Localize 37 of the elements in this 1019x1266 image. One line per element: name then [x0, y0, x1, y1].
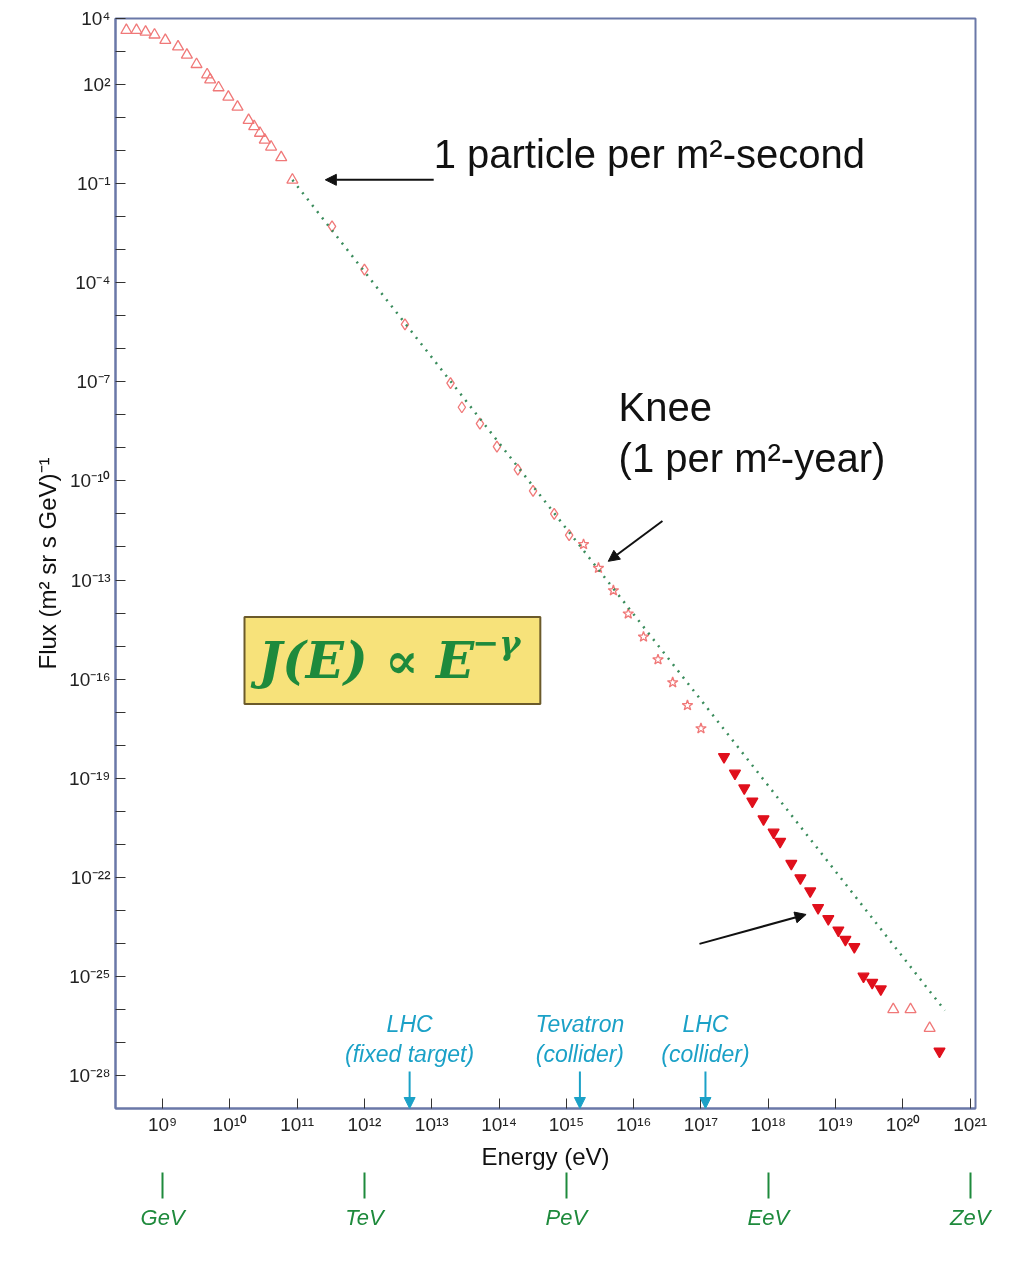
- x-tick-label: 10¹⁵: [548, 1113, 585, 1135]
- text: EeV: [747, 1204, 792, 1230]
- y-tick-label: 10⁻¹⁶: [69, 668, 111, 690]
- y-tick-label: 10⁻¹³: [70, 569, 111, 591]
- x-tick-label: 10²¹: [953, 1113, 988, 1135]
- y-axis-title: Flux (m² sr s GeV)⁻¹: [33, 457, 61, 670]
- x-tick-label: 10¹⁶: [616, 1113, 652, 1135]
- annotation: LHC (collider): [661, 1011, 750, 1068]
- text: PeV: [545, 1204, 590, 1230]
- text: GeV: [140, 1204, 187, 1230]
- annotation: Knee (1 per m²-year): [618, 384, 886, 480]
- y-tick-label: 10⁻¹: [77, 173, 111, 195]
- y-tick-label: 10⁻⁴: [75, 272, 111, 294]
- x-tick-label: 10¹⁹: [817, 1113, 854, 1135]
- annotation: LHC (fixed target): [345, 1011, 475, 1068]
- text: TeV: [345, 1204, 386, 1230]
- text: ZeV: [949, 1204, 993, 1230]
- y-tick-label: 10⁻²²: [70, 866, 111, 888]
- annotation: Tevatron (collider): [535, 1011, 625, 1068]
- x-tick-label: 10¹²: [347, 1113, 382, 1135]
- x-tick-label: 10⁹: [147, 1113, 178, 1135]
- y-tick-label: 10⁻⁷: [76, 371, 111, 393]
- x-tick-label: 10¹⁴: [481, 1113, 517, 1135]
- y-tick-label: 10⁴: [81, 8, 111, 29]
- y-tick-label: 10⁻¹⁹: [68, 767, 111, 789]
- x-tick-label: 10¹⁷: [683, 1113, 719, 1135]
- x-tick-label: 10²⁰: [885, 1113, 921, 1135]
- x-tick-label: 10¹¹: [280, 1113, 315, 1135]
- annotation: 1 particle per m²-second: [433, 131, 865, 176]
- y-tick-label: 10⁻²⁸: [69, 1064, 111, 1086]
- x-tick-label: 10¹⁸: [750, 1113, 787, 1135]
- x-axis-title: Energy (eV): [481, 1142, 610, 1170]
- x-tick-label: 10¹⁰: [212, 1113, 248, 1135]
- y-tick-label: 10⁻²⁵: [69, 965, 111, 987]
- y-tick-label: 10²: [83, 74, 111, 96]
- x-tick-label: 10¹³: [414, 1113, 449, 1135]
- y-tick-label: 10⁻¹⁰: [70, 470, 111, 492]
